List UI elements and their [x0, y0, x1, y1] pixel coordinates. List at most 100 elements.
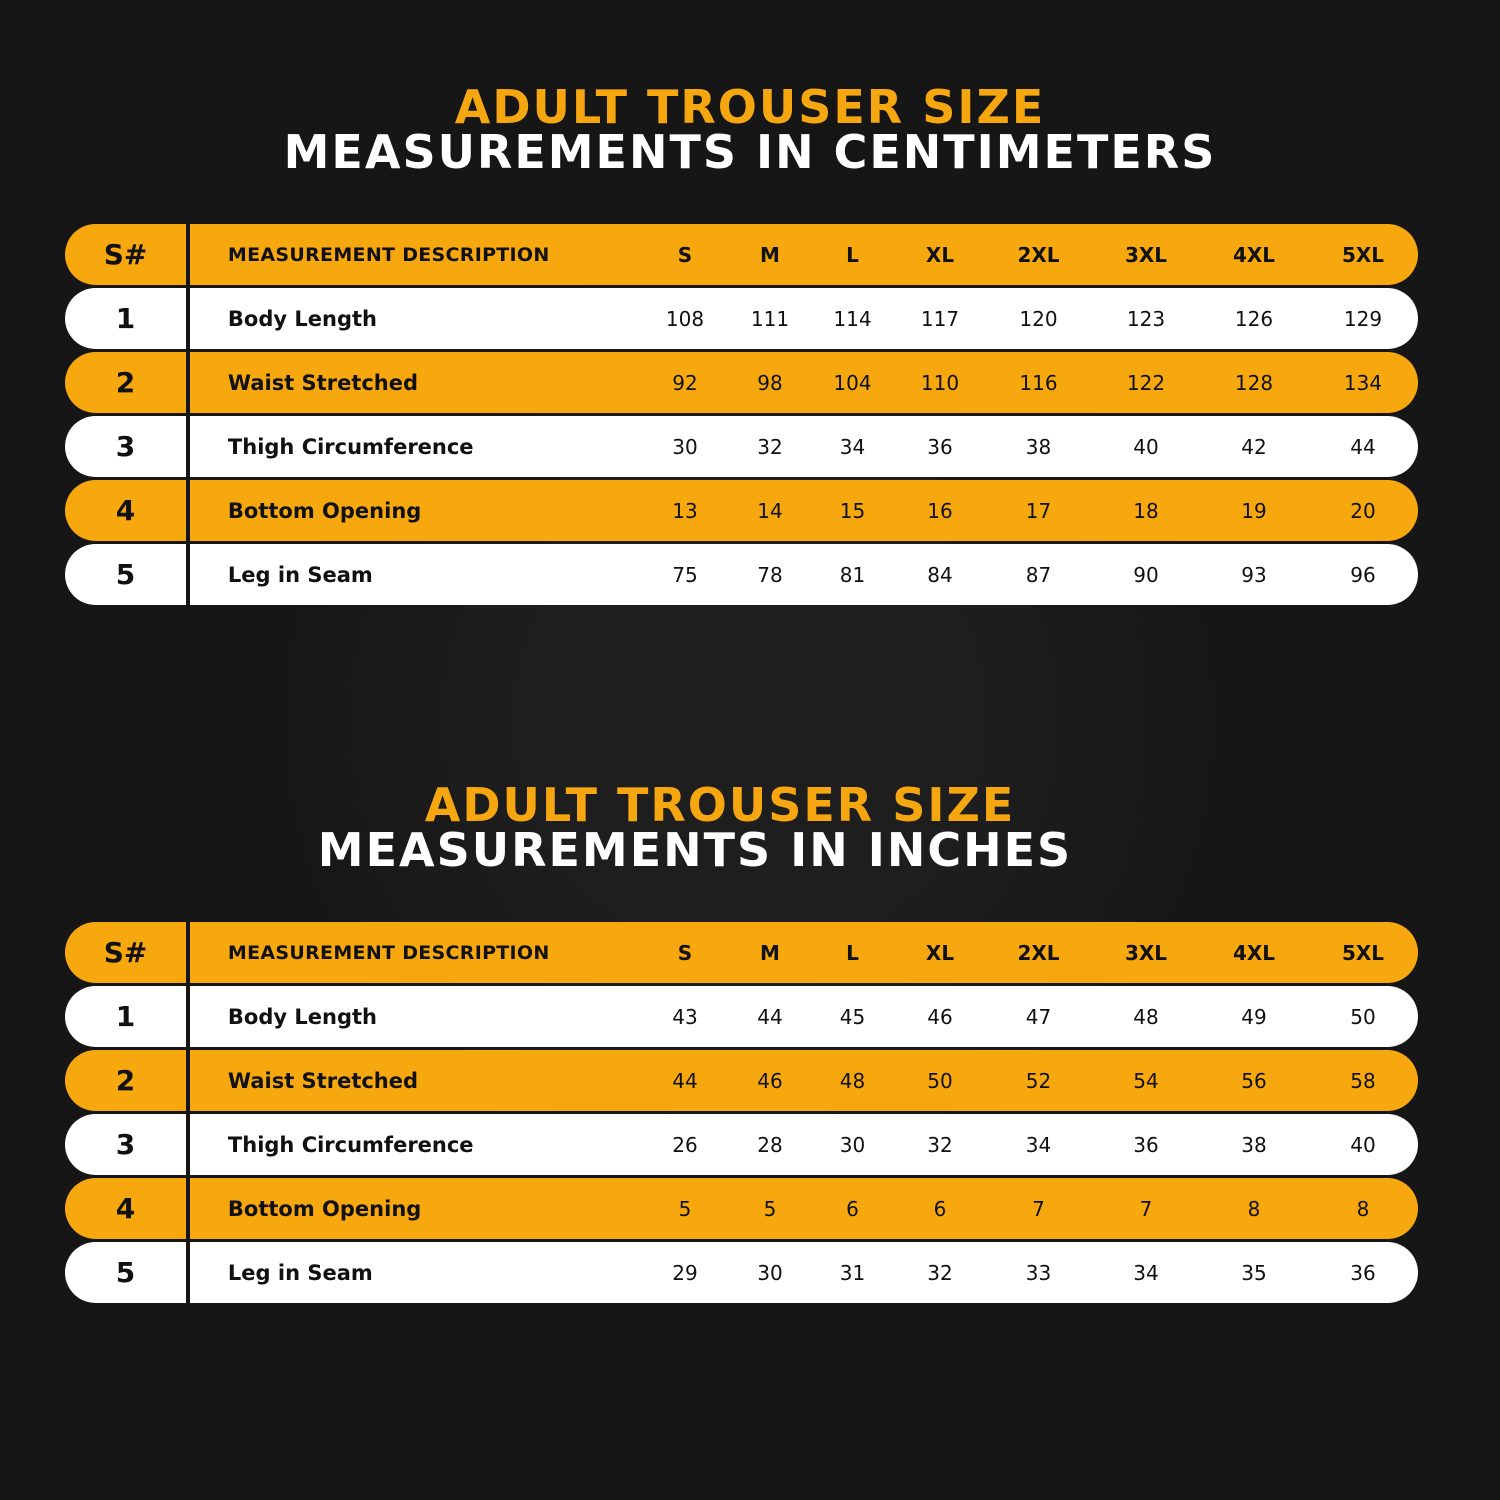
in-title-primary: ADULT TROUSER SIZE — [424, 778, 1016, 832]
row-value: 29 — [672, 1260, 698, 1285]
row-value: 98 — [757, 370, 783, 395]
header-size-s: S — [677, 940, 693, 965]
column-divider — [186, 922, 190, 983]
row-value: 30 — [839, 1132, 866, 1157]
row-value: 96 — [1350, 562, 1376, 587]
row-value: 20 — [1350, 498, 1376, 523]
column-divider — [186, 224, 190, 285]
header-size-xl: XL — [925, 242, 955, 267]
row-value: 33 — [1025, 1260, 1052, 1285]
row-serial: 4 — [115, 1192, 136, 1225]
table-row: 5 Leg in Seam 29 30 31 32 33 34 35 36 — [65, 1242, 1418, 1303]
row-value: 46 — [757, 1068, 783, 1093]
row-value: 126 — [1234, 306, 1274, 331]
row-value: 47 — [1025, 1004, 1052, 1029]
row-values: 43 44 45 46 47 48 49 50 — [630, 986, 1418, 1047]
header-size-5xl: 5XL — [1341, 242, 1385, 267]
row-value: 26 — [672, 1132, 698, 1157]
header-description: MEASUREMENT DESCRIPTION — [227, 941, 550, 964]
column-divider — [186, 986, 190, 1047]
row-value: 117 — [920, 306, 960, 331]
row-value: 34 — [1025, 1132, 1052, 1157]
row-value: 108 — [665, 306, 705, 331]
table-row: 3 Thigh Circumference 26 28 30 32 34 36 38 40 — [65, 1114, 1418, 1175]
table-row: 5 Leg in Seam 75 78 81 84 87 90 93 96 — [65, 544, 1418, 605]
row-values: 29 30 31 32 33 34 35 36 — [630, 1242, 1418, 1303]
row-value: 50 — [1350, 1004, 1376, 1029]
row-value: 38 — [1025, 434, 1052, 459]
row-value: 129 — [1343, 306, 1383, 331]
table-row: 4 Bottom Opening 13 14 15 16 17 18 19 20 — [65, 480, 1418, 541]
row-value: 40 — [1350, 1132, 1376, 1157]
row-value: 46 — [927, 1004, 953, 1029]
row-value: 32 — [927, 1132, 953, 1157]
header-description: MEASUREMENT DESCRIPTION — [227, 243, 550, 266]
row-value: 48 — [1133, 1004, 1159, 1029]
row-value: 42 — [1241, 434, 1267, 459]
table-row: 2 Waist Stretched 44 46 48 50 52 54 56 58 — [65, 1050, 1418, 1111]
row-description: Leg in Seam — [227, 1260, 373, 1285]
row-value: 17 — [1025, 498, 1052, 523]
header-size-s: S — [677, 242, 693, 267]
header-serial: S# — [103, 238, 148, 271]
row-value: 128 — [1234, 370, 1274, 395]
row-value: 114 — [833, 306, 872, 331]
column-divider — [186, 352, 190, 413]
table-row: 3 Thigh Circumference 30 32 34 36 38 40 42 44 — [65, 416, 1418, 477]
table-header-row: S# MEASUREMENT DESCRIPTION S M L XL 2XL 3XL 4XL 5… — [65, 922, 1418, 983]
row-serial: 1 — [115, 1000, 136, 1033]
cm-title-primary: ADULT TROUSER SIZE — [454, 80, 1046, 134]
row-value: 34 — [1133, 1260, 1159, 1285]
row-value: 49 — [1241, 1004, 1267, 1029]
in-title-secondary: MEASUREMENTS IN INCHES — [317, 823, 1073, 877]
row-value: 81 — [839, 562, 866, 587]
row-value: 75 — [672, 562, 698, 587]
row-value: 84 — [927, 562, 953, 587]
row-description: Bottom Opening — [227, 498, 422, 523]
row-value: 30 — [672, 434, 698, 459]
header-size-xl: XL — [925, 940, 955, 965]
row-value: 134 — [1343, 370, 1383, 395]
header-size-l: L — [846, 242, 859, 267]
row-serial: 5 — [115, 1256, 136, 1289]
row-value: 52 — [1025, 1068, 1052, 1093]
row-value: 110 — [920, 370, 960, 395]
row-value: 32 — [757, 434, 783, 459]
row-value: 90 — [1133, 562, 1159, 587]
row-value: 35 — [1241, 1260, 1267, 1285]
row-values: 75 78 81 84 87 90 93 96 — [630, 544, 1418, 605]
header-size-m: M — [760, 940, 780, 965]
row-value: 92 — [672, 370, 698, 395]
row-value: 34 — [839, 434, 866, 459]
header-size-5xl: 5XL — [1341, 940, 1385, 965]
row-serial: 5 — [115, 558, 136, 591]
row-serial: 3 — [115, 430, 136, 463]
table-row: 1 Body Length 108 111 114 117 120 123 126 129 — [65, 288, 1418, 349]
header-serial: S# — [103, 936, 148, 969]
row-value: 36 — [1133, 1132, 1159, 1157]
row-value: 87 — [1025, 562, 1052, 587]
row-value: 32 — [927, 1260, 953, 1285]
table-row: 2 Waist Stretched 92 98 104 110 116 122 128 134 — [65, 352, 1418, 413]
row-value: 43 — [672, 1004, 698, 1029]
cm-title-secondary: MEASUREMENTS IN CENTIMETERS — [283, 125, 1217, 179]
row-description: Thigh Circumference — [227, 1132, 474, 1157]
table-header-row: S# MEASUREMENT DESCRIPTION S M L XL 2XL 3XL 4XL 5… — [65, 224, 1418, 285]
row-value: 15 — [839, 498, 866, 523]
column-divider — [186, 416, 190, 477]
row-value: 120 — [1019, 306, 1058, 331]
row-values: 13 14 15 16 17 18 19 20 — [630, 480, 1418, 541]
row-value: 116 — [1019, 370, 1058, 395]
row-serial: 3 — [115, 1128, 136, 1161]
row-description: Body Length — [227, 1004, 377, 1029]
header-size-l: L — [846, 940, 859, 965]
column-divider — [186, 1178, 190, 1239]
row-description: Leg in Seam — [227, 562, 373, 587]
row-serial: 2 — [115, 1064, 136, 1097]
row-description: Bottom Opening — [227, 1196, 422, 1221]
row-value: 36 — [927, 434, 953, 459]
table-row: 1 Body Length 43 44 45 46 47 48 49 50 — [65, 986, 1418, 1047]
row-value: 54 — [1133, 1068, 1159, 1093]
column-divider — [186, 480, 190, 541]
row-value: 56 — [1241, 1068, 1267, 1093]
